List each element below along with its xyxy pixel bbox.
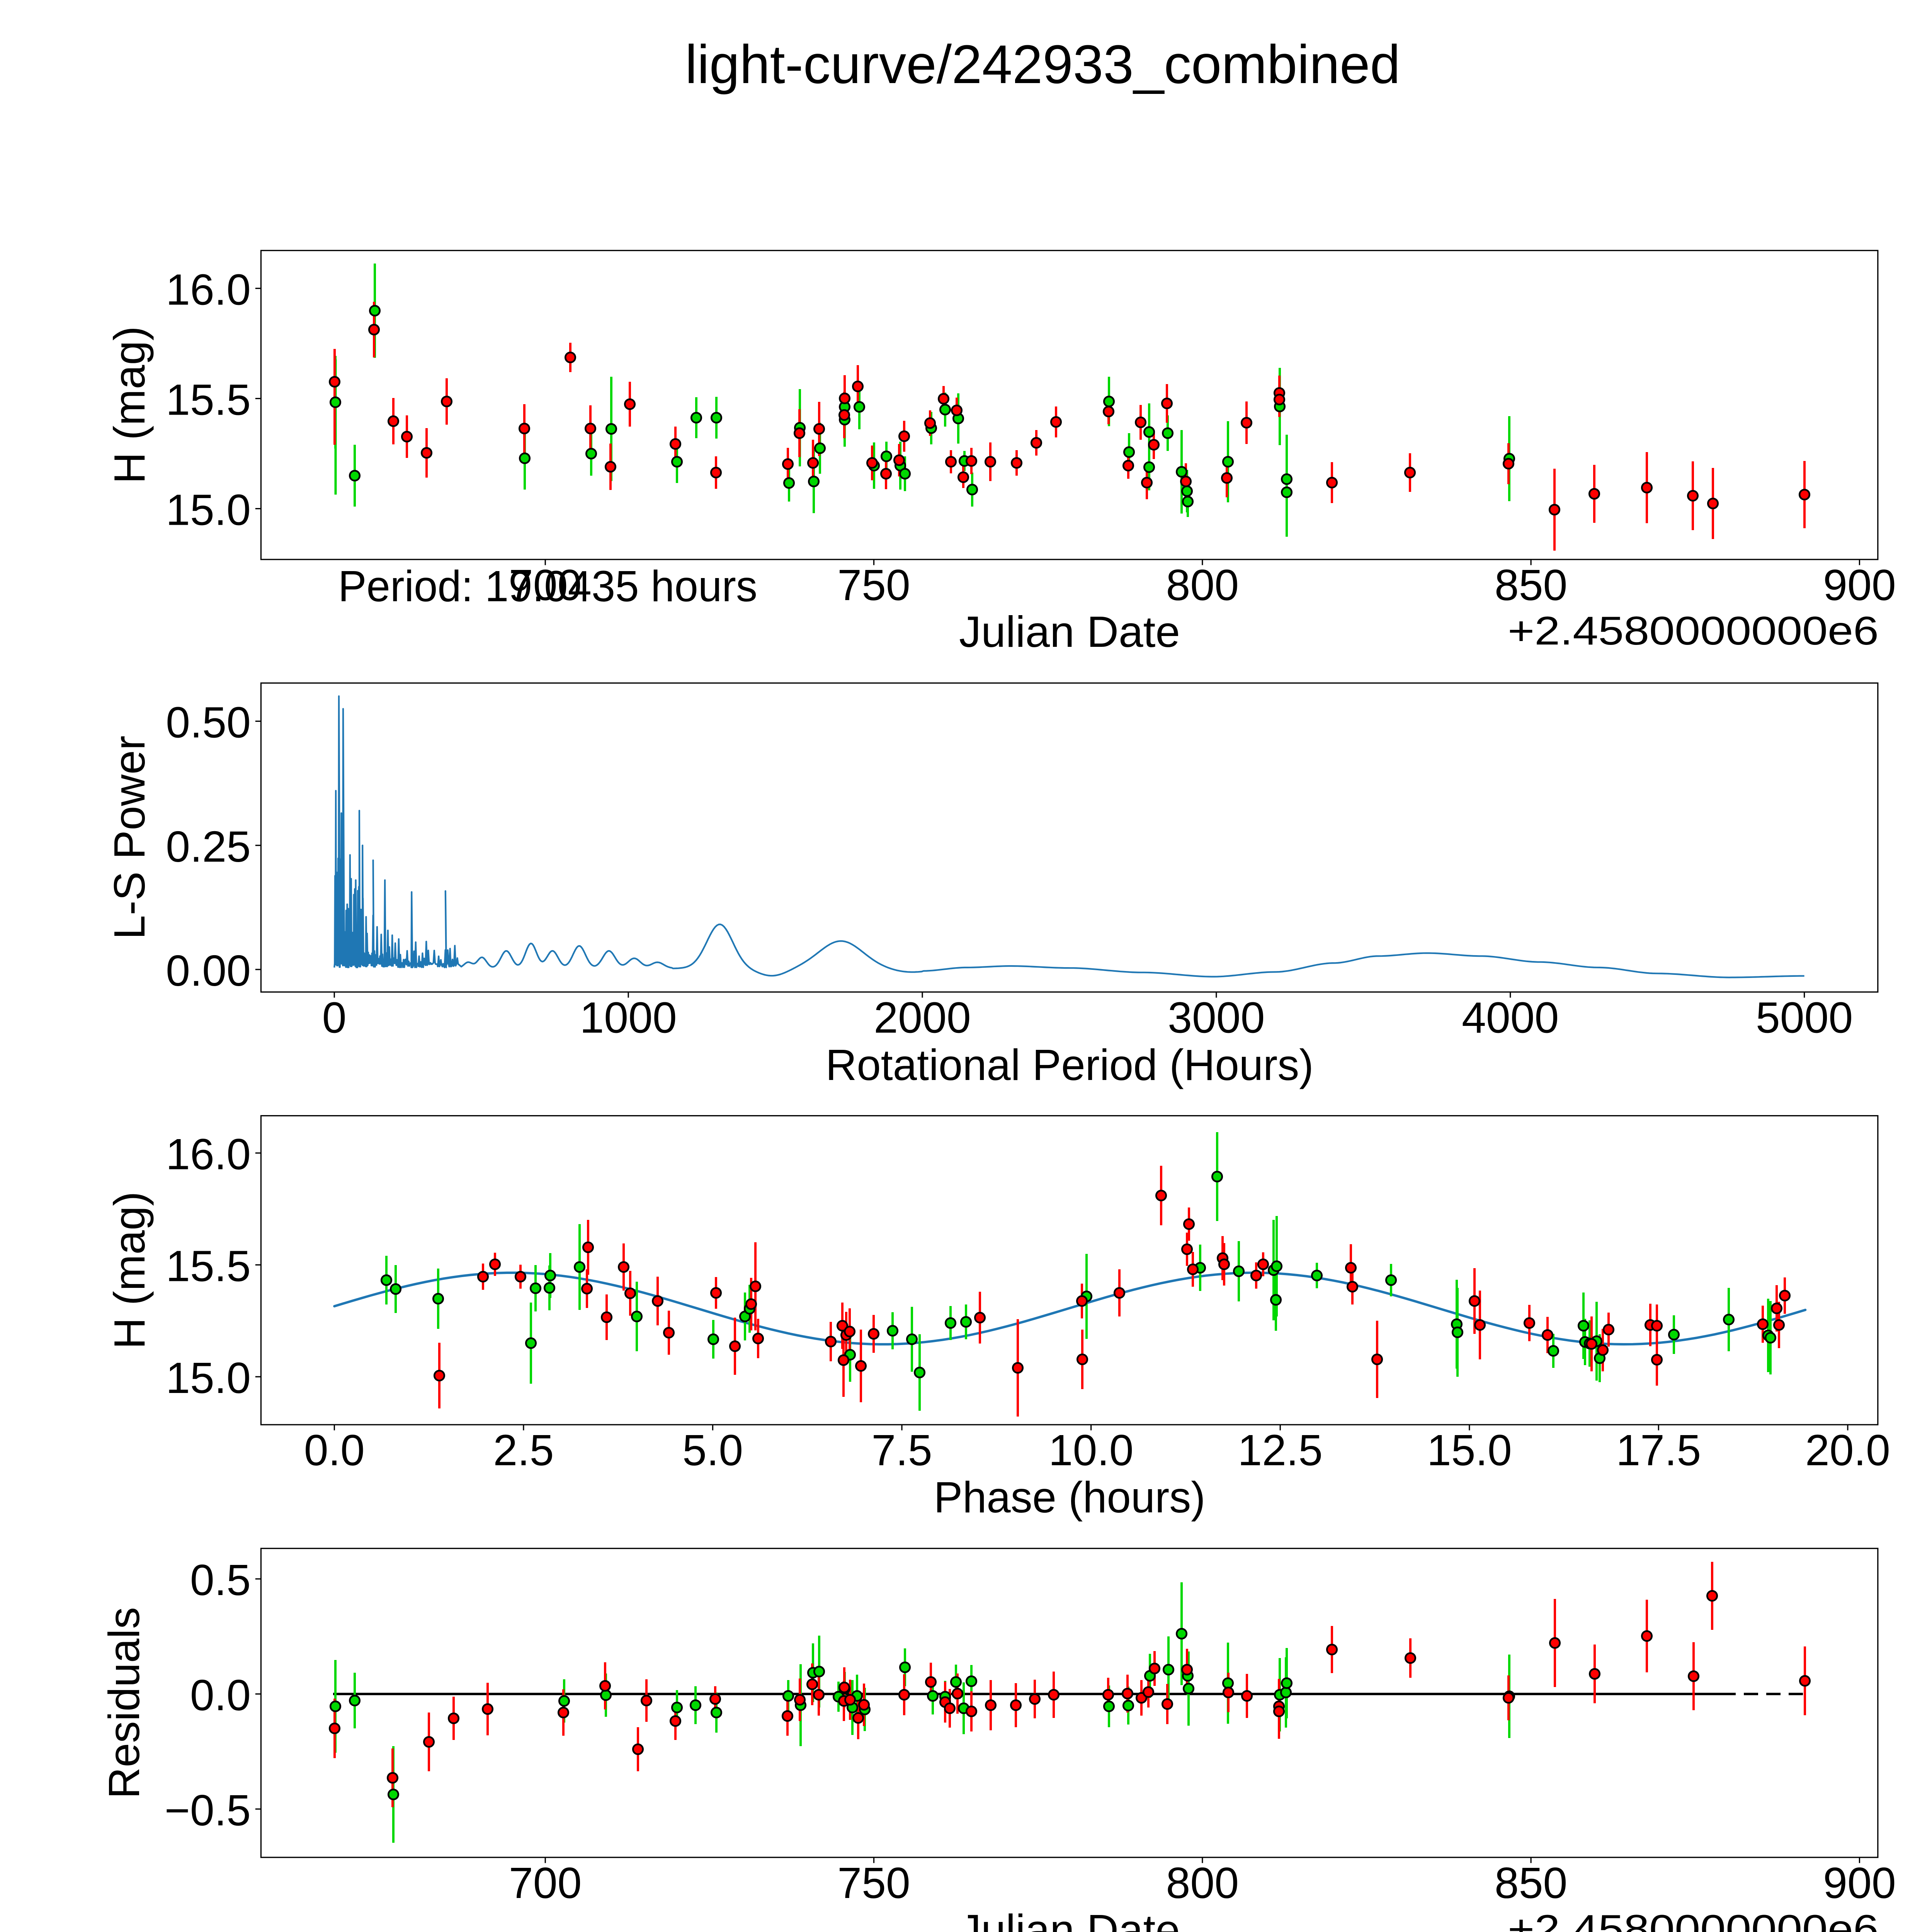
svg-text:15.0: 15.0 (166, 485, 251, 534)
svg-text:15.5: 15.5 (166, 1242, 251, 1291)
svg-text:light-curve/242933_combined: light-curve/242933_combined (685, 34, 1400, 95)
svg-text:+2.4580000000e6: +2.4580000000e6 (1508, 1907, 1879, 1932)
svg-text:0: 0 (322, 993, 347, 1042)
svg-text:0.5: 0.5 (190, 1556, 251, 1604)
svg-text:800: 800 (1166, 1859, 1239, 1907)
svg-text:15.5: 15.5 (166, 375, 251, 424)
svg-text:5000: 5000 (1756, 993, 1853, 1042)
svg-text:15.0: 15.0 (166, 1354, 251, 1402)
svg-text:−0.5: −0.5 (165, 1786, 251, 1835)
svg-text:3000: 3000 (1168, 993, 1265, 1042)
svg-text:Residuals: Residuals (100, 1607, 148, 1799)
svg-text:L-S Power: L-S Power (105, 736, 154, 940)
svg-text:17.5: 17.5 (1616, 1426, 1701, 1475)
svg-text:0.50: 0.50 (166, 698, 251, 747)
svg-text:700: 700 (509, 1859, 582, 1907)
svg-text:Phase (hours): Phase (hours) (934, 1473, 1206, 1522)
svg-text:16.0: 16.0 (166, 265, 251, 314)
svg-text:10.0: 10.0 (1049, 1426, 1134, 1475)
svg-text:0.0: 0.0 (190, 1671, 251, 1719)
svg-text:Rotational Period (Hours): Rotational Period (Hours) (826, 1041, 1314, 1089)
svg-text:5.0: 5.0 (682, 1426, 743, 1475)
svg-text:20.0: 20.0 (1805, 1426, 1890, 1475)
svg-text:4000: 4000 (1462, 993, 1559, 1042)
svg-text:0.25: 0.25 (166, 822, 251, 871)
svg-text:H (mag): H (mag) (105, 1191, 154, 1349)
svg-text:700: 700 (509, 561, 582, 609)
svg-text:Period: 19.0435 hours: Period: 19.0435 hours (338, 562, 757, 611)
svg-text:850: 850 (1495, 1859, 1568, 1907)
svg-text:16.0: 16.0 (166, 1130, 251, 1179)
svg-text:2.5: 2.5 (493, 1426, 554, 1475)
svg-text:Julian Date: Julian Date (959, 607, 1180, 656)
svg-text:900: 900 (1823, 561, 1896, 609)
svg-text:1000: 1000 (580, 993, 677, 1042)
svg-text:12.5: 12.5 (1238, 1426, 1323, 1475)
svg-text:750: 750 (837, 1859, 910, 1907)
svg-text:+2.4580000000e6: +2.4580000000e6 (1508, 609, 1879, 653)
svg-text:750: 750 (837, 561, 910, 609)
svg-text:7.5: 7.5 (871, 1426, 932, 1475)
svg-text:900: 900 (1823, 1859, 1896, 1907)
svg-text:Julian Date: Julian Date (959, 1906, 1180, 1932)
svg-text:0.00: 0.00 (166, 946, 251, 995)
svg-text:800: 800 (1166, 561, 1239, 609)
svg-text:H (mag): H (mag) (105, 326, 154, 484)
svg-text:2000: 2000 (874, 993, 971, 1042)
svg-text:15.0: 15.0 (1427, 1426, 1512, 1475)
svg-text:0.0: 0.0 (304, 1426, 365, 1475)
svg-text:850: 850 (1495, 561, 1568, 609)
